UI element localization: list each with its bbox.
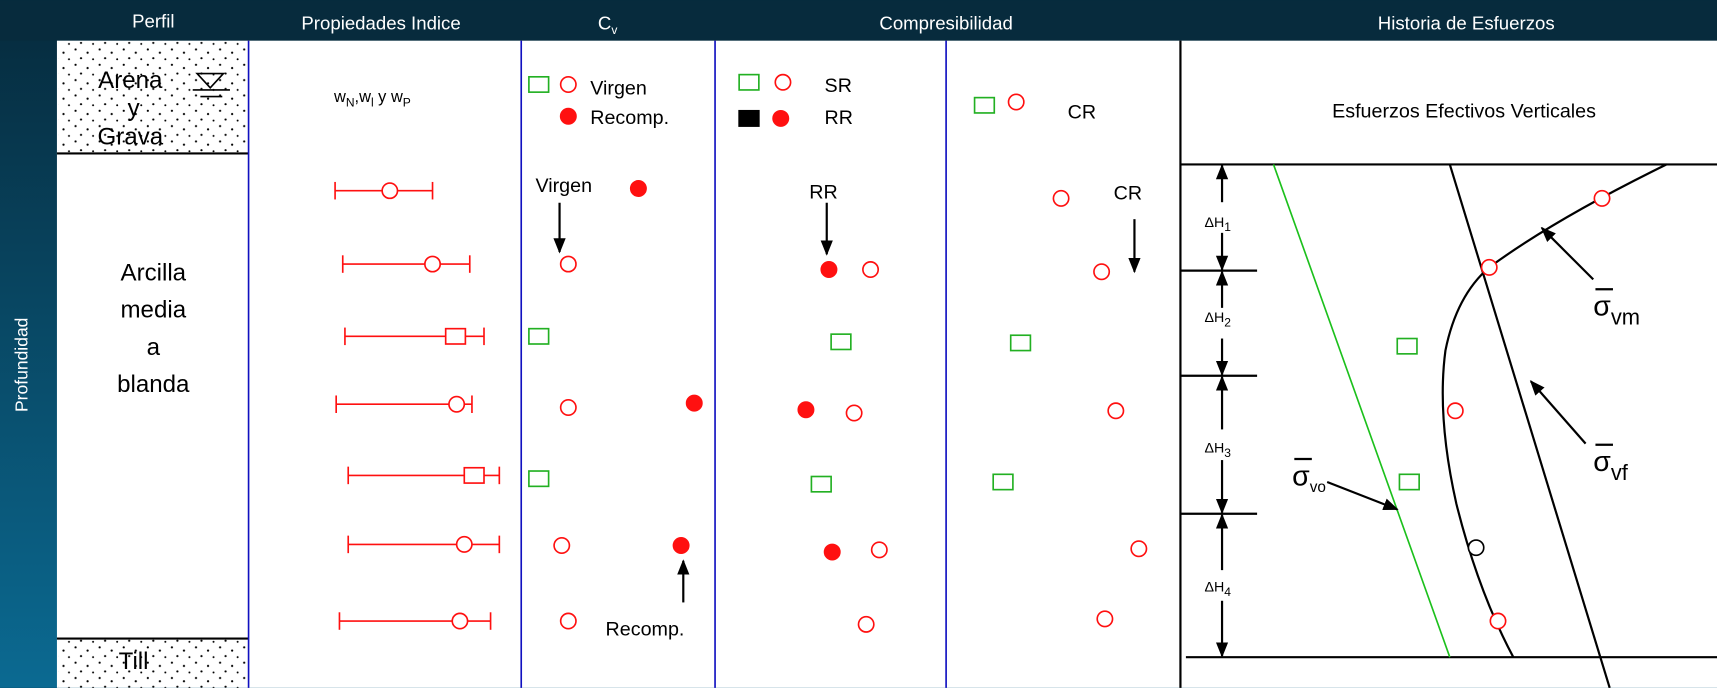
symbol — [1398, 473, 1420, 491]
symbol — [1052, 189, 1070, 207]
column-header: Cv — [598, 13, 617, 37]
layer-label: blanda — [117, 371, 190, 398]
sand-fill — [58, 41, 249, 154]
header-bar — [0, 0, 1717, 41]
symbol — [381, 182, 399, 200]
symbol — [1396, 337, 1418, 355]
legend-label: CR — [1068, 101, 1096, 123]
column-dividers — [247, 40, 947, 688]
symbol — [1009, 334, 1032, 352]
symbol — [973, 96, 996, 114]
symbol — [559, 75, 577, 93]
symbol — [451, 612, 469, 630]
layer-label: Arcilla — [121, 259, 187, 286]
annotation: Recomp. — [606, 618, 685, 640]
symbol — [559, 612, 577, 630]
symbol — [444, 327, 467, 345]
symbol — [845, 404, 863, 422]
layer-label: a — [147, 334, 161, 361]
side-label: Profundidad — [11, 318, 31, 412]
symbol — [1093, 263, 1111, 281]
symbol — [1480, 258, 1498, 276]
symbol — [1489, 612, 1507, 630]
symbol — [1096, 610, 1114, 628]
layer-thickness: ΔH1 — [1205, 215, 1232, 234]
symbol — [774, 73, 792, 91]
column-header: Historia de Esfuerzos — [1378, 13, 1555, 34]
symbol — [738, 109, 760, 127]
curve-label: σvm — [1593, 291, 1640, 330]
symbol — [1130, 540, 1148, 558]
symbol — [528, 470, 550, 488]
symbol — [830, 333, 852, 351]
panel — [56, 40, 1717, 688]
symbol — [1107, 402, 1125, 420]
symbol — [772, 109, 790, 127]
symbol — [820, 261, 838, 279]
index-label: wN,wl y wP — [333, 88, 411, 109]
arrow — [1540, 226, 1595, 281]
layer-label: Grava — [98, 124, 164, 151]
symbol — [559, 399, 577, 416]
symbol — [424, 255, 442, 273]
symbol — [559, 255, 577, 273]
layer-label: Till — [119, 648, 149, 675]
symbol — [629, 180, 647, 197]
symbol — [448, 395, 466, 413]
symbol — [672, 536, 690, 554]
legend-label: Recomp. — [590, 107, 669, 129]
final-stress-line — [1448, 164, 1611, 688]
water-table — [192, 72, 230, 98]
annotation: RR — [809, 181, 837, 203]
legend-label: RR — [825, 107, 853, 129]
layer-label: y — [128, 95, 140, 122]
symbol — [738, 73, 760, 91]
column-header: Compresibilidad — [879, 13, 1012, 34]
symbol — [810, 475, 832, 493]
layer-thickness: ΔH3 — [1205, 440, 1232, 459]
symbol — [455, 535, 473, 553]
symbol — [992, 473, 1014, 491]
legend-label: SR — [825, 75, 852, 97]
symbol — [553, 536, 571, 554]
symbol — [823, 543, 841, 561]
symbol — [797, 401, 815, 419]
symbol — [1446, 402, 1464, 420]
symbol — [1467, 539, 1485, 557]
symbol — [559, 107, 577, 125]
arrow — [1529, 380, 1587, 445]
symbol — [1007, 93, 1025, 111]
layer-label: media — [121, 297, 187, 324]
layer-thickness: ΔH2 — [1205, 310, 1232, 329]
curve-label: σvo — [1292, 460, 1326, 496]
annotation: CR — [1114, 182, 1142, 204]
symbol — [528, 75, 550, 93]
layer-thickness: ΔH4 — [1205, 579, 1232, 598]
layer-label: Arena — [98, 67, 163, 94]
symbol — [870, 541, 888, 559]
initial-stress-line — [1272, 164, 1451, 658]
preconsolidation-curve — [1441, 163, 1668, 658]
annotation: Virgen — [535, 175, 592, 197]
profile-labels: Arena y Grava Arcilla media a blanda Til… — [98, 67, 191, 675]
column-header: Perfil — [132, 11, 174, 32]
curve-label: σvf — [1593, 446, 1629, 485]
symbol — [685, 394, 703, 412]
legend-label: Virgen — [590, 77, 647, 99]
till-fill — [58, 638, 249, 688]
symbol — [862, 261, 880, 279]
symbol — [528, 327, 550, 345]
arrow — [1326, 480, 1399, 511]
column-header: Propiedades Indice — [301, 13, 460, 34]
panel-title: Esfuerzos Efectivos Verticales — [1332, 100, 1596, 122]
symbol — [463, 466, 485, 484]
symbol — [857, 615, 875, 633]
symbol — [1593, 189, 1611, 207]
